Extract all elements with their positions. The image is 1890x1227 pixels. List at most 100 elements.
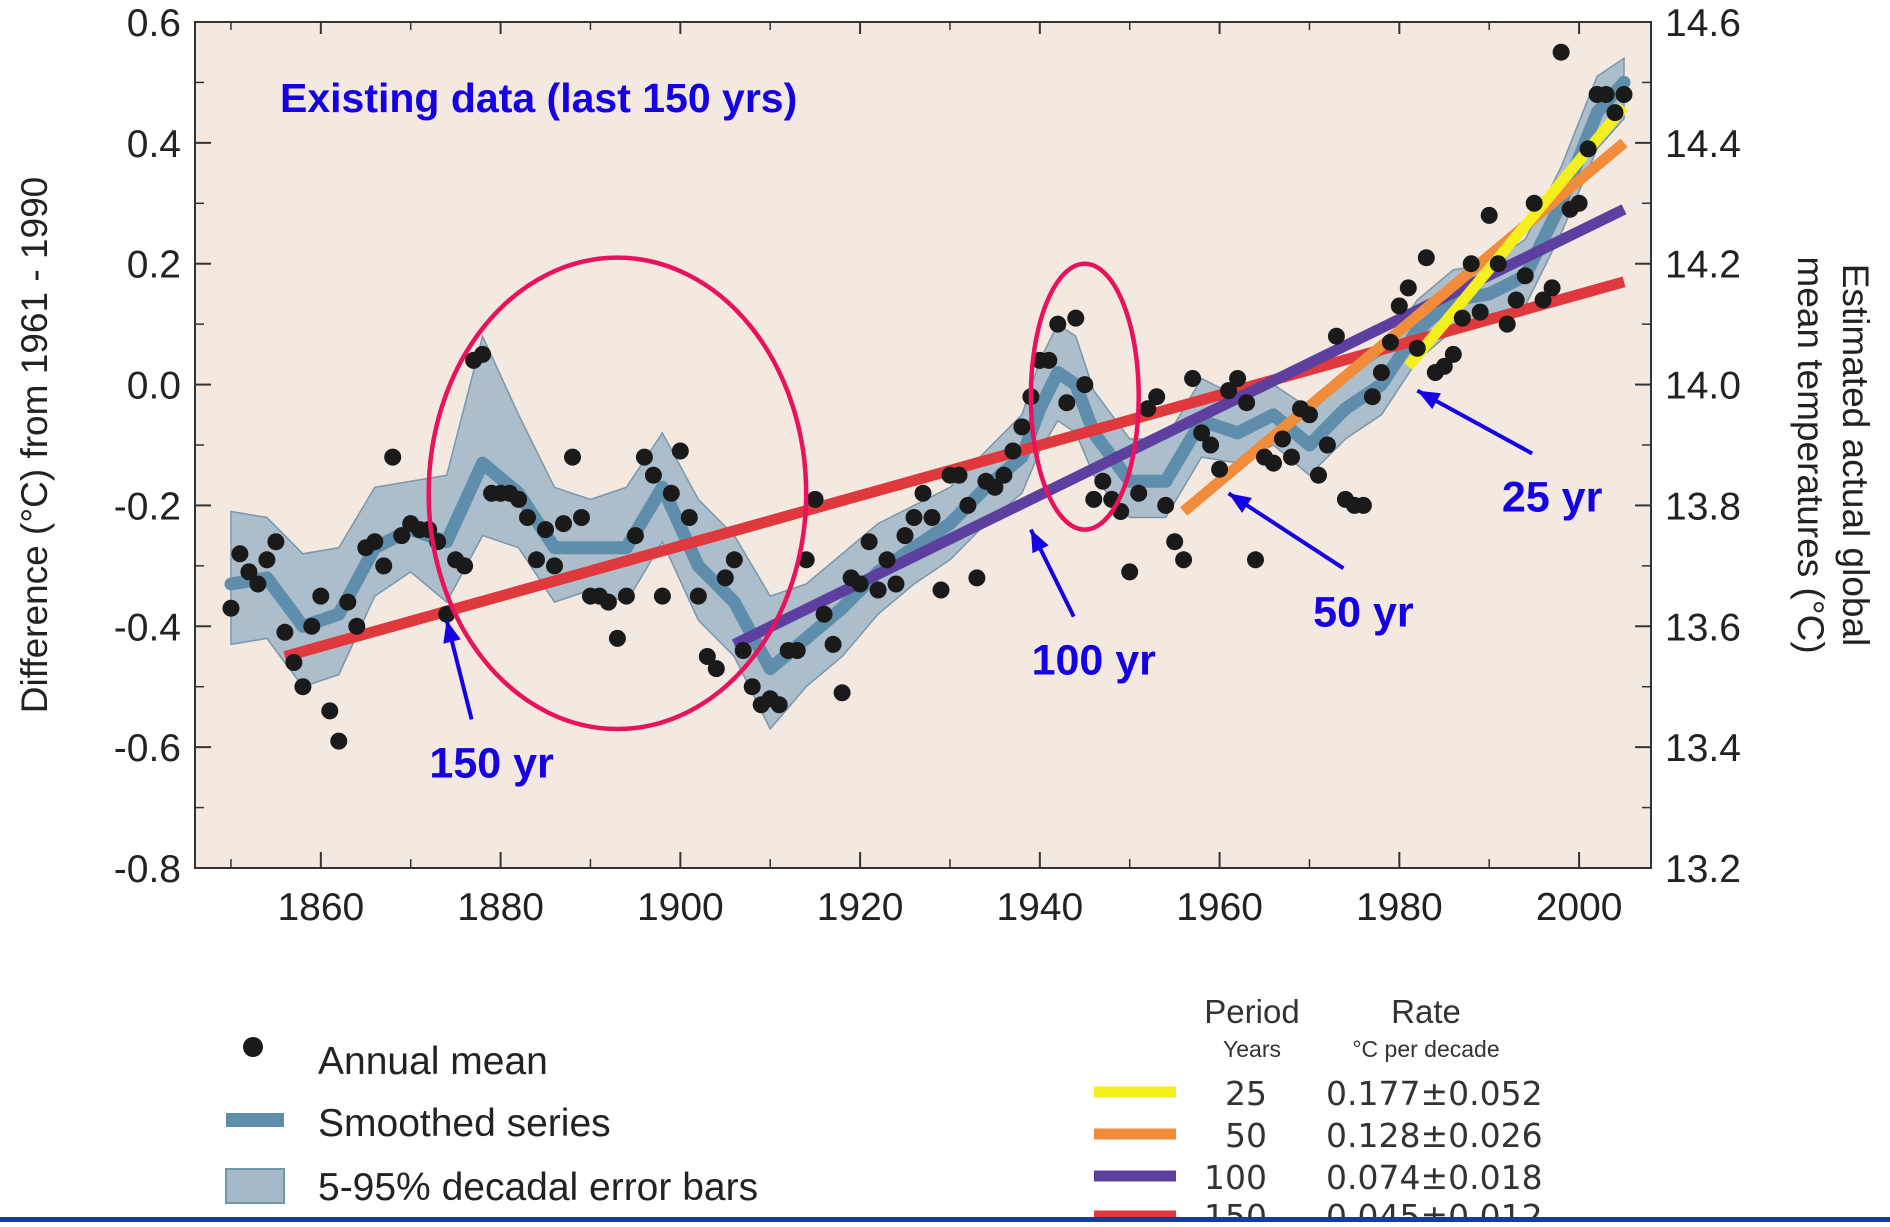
error-band-layer bbox=[230, 56, 1625, 731]
rate-table-rate-head: Rate bbox=[1391, 993, 1461, 1030]
annual-mean-point bbox=[716, 569, 734, 587]
annual-mean-point bbox=[528, 551, 545, 569]
annual-mean-point bbox=[734, 642, 752, 659]
annual-mean-point bbox=[231, 545, 249, 563]
annual-mean-point bbox=[896, 527, 914, 545]
y-tick-label: 0.2 bbox=[127, 244, 181, 287]
annual-mean-point bbox=[1462, 255, 1480, 273]
annual-mean-point bbox=[1399, 279, 1417, 297]
annual-mean-point bbox=[474, 345, 492, 363]
annual-mean-point bbox=[1453, 309, 1471, 327]
annual-mean-point bbox=[860, 533, 878, 551]
annual-mean-point bbox=[995, 466, 1013, 484]
annual-mean-point bbox=[1435, 357, 1453, 375]
annual-mean-point bbox=[555, 515, 572, 533]
annual-mean-point bbox=[1238, 394, 1256, 412]
annual-mean-point bbox=[968, 569, 986, 587]
annual-mean-point bbox=[1327, 327, 1345, 345]
x-tick-label: 1860 bbox=[277, 886, 364, 929]
annual-mean-point bbox=[824, 635, 842, 653]
annual-mean-point bbox=[1597, 86, 1615, 103]
annual-mean-point bbox=[1318, 436, 1336, 454]
highlight-ellipse-1 bbox=[426, 255, 809, 732]
x-tick-label: 1900 bbox=[637, 886, 724, 929]
annual-mean-point bbox=[1193, 424, 1211, 442]
annual-mean-point bbox=[1184, 370, 1202, 387]
annual-mean-point bbox=[384, 448, 402, 466]
annual-mean-point bbox=[1381, 333, 1399, 351]
annotation-arrowhead bbox=[1417, 390, 1441, 410]
annual-mean-point bbox=[1013, 418, 1031, 436]
annual-mean-point bbox=[1372, 364, 1390, 381]
annual-mean-point bbox=[330, 732, 348, 750]
rate-period-25: 25 bbox=[1225, 1074, 1267, 1113]
annual-mean-point bbox=[707, 660, 725, 678]
annual-mean-point bbox=[1157, 496, 1175, 514]
annual-mean-point bbox=[635, 448, 653, 466]
chart-title: Existing data (last 150 yrs) bbox=[280, 75, 797, 121]
annual-mean-point bbox=[1220, 382, 1238, 400]
annual-mean-point bbox=[770, 696, 788, 714]
annual-mean-point bbox=[222, 599, 240, 617]
axes-layer: 1860 1880 1900 1920 1940 1960 1980 2000 0.6 0.4 0.… bbox=[114, 2, 1741, 929]
annual-mean-point bbox=[1570, 194, 1588, 212]
annual-mean-layer bbox=[222, 43, 1633, 750]
legend-annual-mean: Annual mean bbox=[318, 1040, 548, 1083]
annual-mean-point bbox=[788, 642, 806, 659]
annotation-label: 150 yr bbox=[429, 739, 554, 787]
slide-bottom-bar bbox=[0, 1217, 1890, 1222]
annual-mean-point bbox=[1274, 430, 1291, 448]
rate-table-rate-sub: °C per decade bbox=[1352, 1036, 1499, 1062]
annual-mean-point bbox=[671, 442, 689, 460]
annual-mean-point bbox=[797, 551, 815, 569]
annual-mean-point bbox=[1265, 454, 1282, 472]
annual-mean-point bbox=[608, 629, 626, 647]
annual-mean-point bbox=[626, 527, 644, 545]
annual-mean-point bbox=[303, 617, 321, 635]
annual-mean-point bbox=[249, 575, 267, 593]
annual-mean-point bbox=[348, 617, 366, 635]
x-tick-label: 2000 bbox=[1536, 886, 1623, 929]
annual-mean-point bbox=[833, 684, 851, 702]
legend-error-bars: 5-95% decadal error bars bbox=[318, 1166, 758, 1209]
y-tick-label: -0.6 bbox=[114, 727, 181, 770]
annual-mean-point bbox=[1139, 400, 1157, 418]
annual-mean-point bbox=[689, 587, 707, 605]
trend-line-50yr bbox=[1180, 138, 1628, 516]
annual-mean-point bbox=[258, 551, 276, 569]
rate-table-period-sub: Years bbox=[1223, 1036, 1281, 1062]
y-tick-label: -0.4 bbox=[114, 606, 181, 649]
annual-mean-point bbox=[1489, 255, 1507, 273]
annual-mean-point bbox=[1606, 104, 1624, 122]
rate-value-50: 0.128±0.026 bbox=[1326, 1116, 1543, 1155]
annotation-arrowhead bbox=[1228, 493, 1252, 513]
annual-mean-point bbox=[1354, 496, 1372, 514]
annual-mean-point bbox=[914, 484, 932, 502]
annual-mean-point bbox=[1067, 309, 1085, 327]
annual-mean-point bbox=[1211, 460, 1229, 478]
annual-mean-point bbox=[321, 702, 339, 720]
y-tick-label: -0.2 bbox=[114, 485, 181, 528]
annual-mean-point bbox=[743, 678, 761, 696]
annual-mean-point bbox=[1094, 472, 1112, 490]
annual-mean-point bbox=[923, 509, 941, 526]
y-right-tick-label: 13.4 bbox=[1665, 727, 1741, 770]
annual-mean-point bbox=[653, 587, 671, 605]
x-tick-label: 1920 bbox=[817, 886, 904, 929]
annual-mean-point bbox=[1130, 484, 1148, 502]
annual-mean-point bbox=[1444, 345, 1462, 363]
annual-mean-point bbox=[375, 557, 393, 575]
rate-value-100: 0.074±0.018 bbox=[1326, 1158, 1543, 1197]
annual-mean-point bbox=[1301, 406, 1318, 424]
annual-mean-point bbox=[276, 623, 294, 641]
annual-mean-point bbox=[725, 551, 743, 569]
x-tick-label: 1980 bbox=[1356, 886, 1443, 929]
annual-mean-point bbox=[1480, 206, 1498, 224]
annual-mean-point bbox=[950, 466, 968, 484]
annual-mean-point bbox=[1579, 140, 1597, 158]
rate-value-25: 0.177±0.052 bbox=[1326, 1074, 1543, 1113]
annual-mean-point bbox=[285, 654, 303, 671]
annual-mean-point bbox=[869, 581, 887, 599]
annual-mean-point bbox=[599, 593, 617, 611]
annual-mean-point bbox=[537, 521, 554, 539]
